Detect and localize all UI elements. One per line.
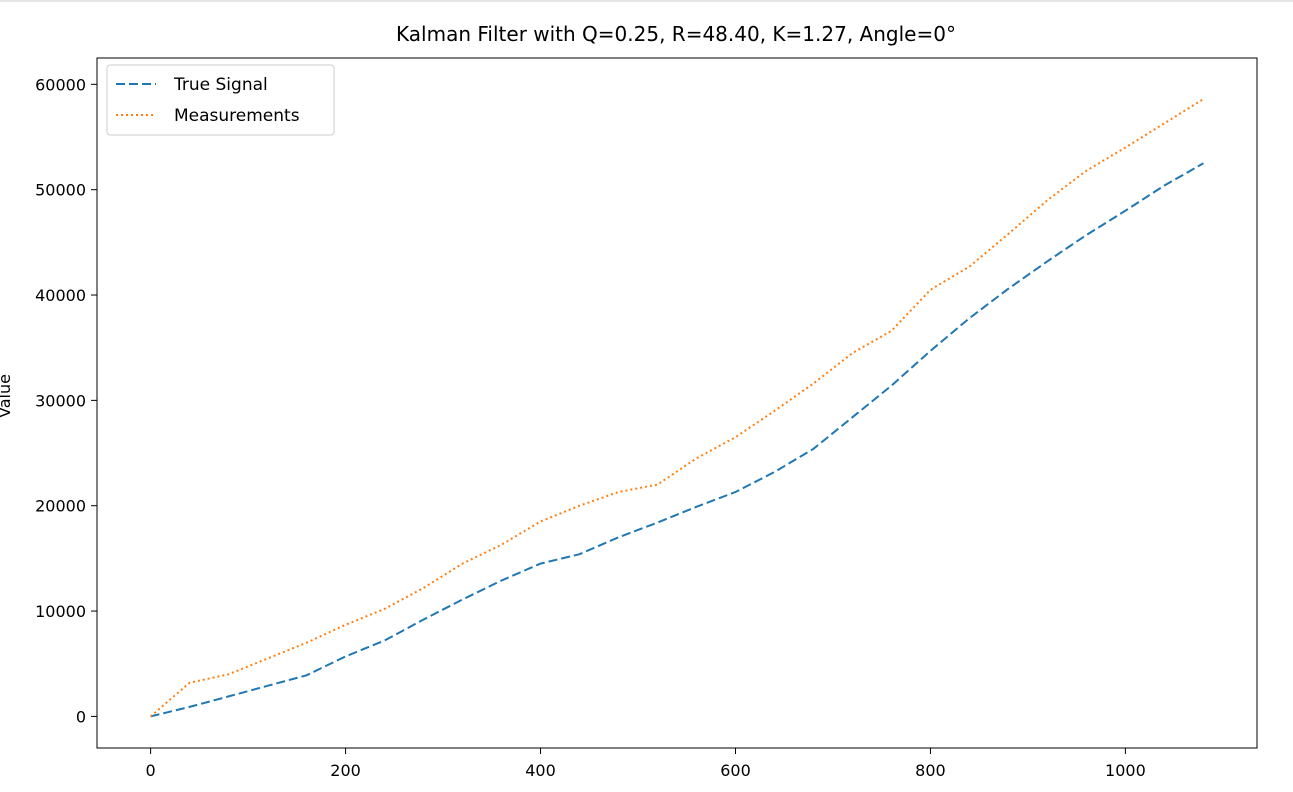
- x-tick-label: 0: [146, 761, 156, 780]
- top-divider: [0, 0, 1293, 2]
- x-tick-label: 600: [720, 761, 751, 780]
- x-tick-label: 800: [915, 761, 946, 780]
- x-tick-label: 200: [330, 761, 361, 780]
- y-axis-label: Value: [0, 374, 14, 418]
- y-tick-label: 10000: [35, 602, 86, 621]
- x-tick-label: 400: [525, 761, 556, 780]
- series-line-1: [149, 98, 1204, 718]
- legend-label-1: Measurements: [174, 106, 300, 126]
- plot-area: [96, 57, 1258, 749]
- y-tick-label: 60000: [35, 75, 86, 94]
- legend-box: [106, 64, 335, 136]
- y-tick-label: 40000: [35, 286, 86, 305]
- chart-title: Kalman Filter with Q=0.25, R=48.40, K=1.…: [396, 22, 956, 46]
- x-tick-label: 1000: [1105, 761, 1146, 780]
- y-tick-label: 20000: [35, 497, 86, 516]
- x-axis: 0 200 400 600 800 1000: [146, 748, 1146, 780]
- y-tick-label: 0: [76, 707, 86, 726]
- series-line-0: [150, 162, 1204, 718]
- y-tick-label: 30000: [35, 391, 86, 410]
- legend: True Signal Measurements: [106, 64, 335, 136]
- legend-label-0: True Signal: [173, 75, 268, 95]
- plot-frame: [96, 57, 1258, 749]
- y-tick-label: 50000: [35, 181, 86, 200]
- y-axis: 0 10000 20000 30000 40000 50000 60000: [35, 75, 97, 726]
